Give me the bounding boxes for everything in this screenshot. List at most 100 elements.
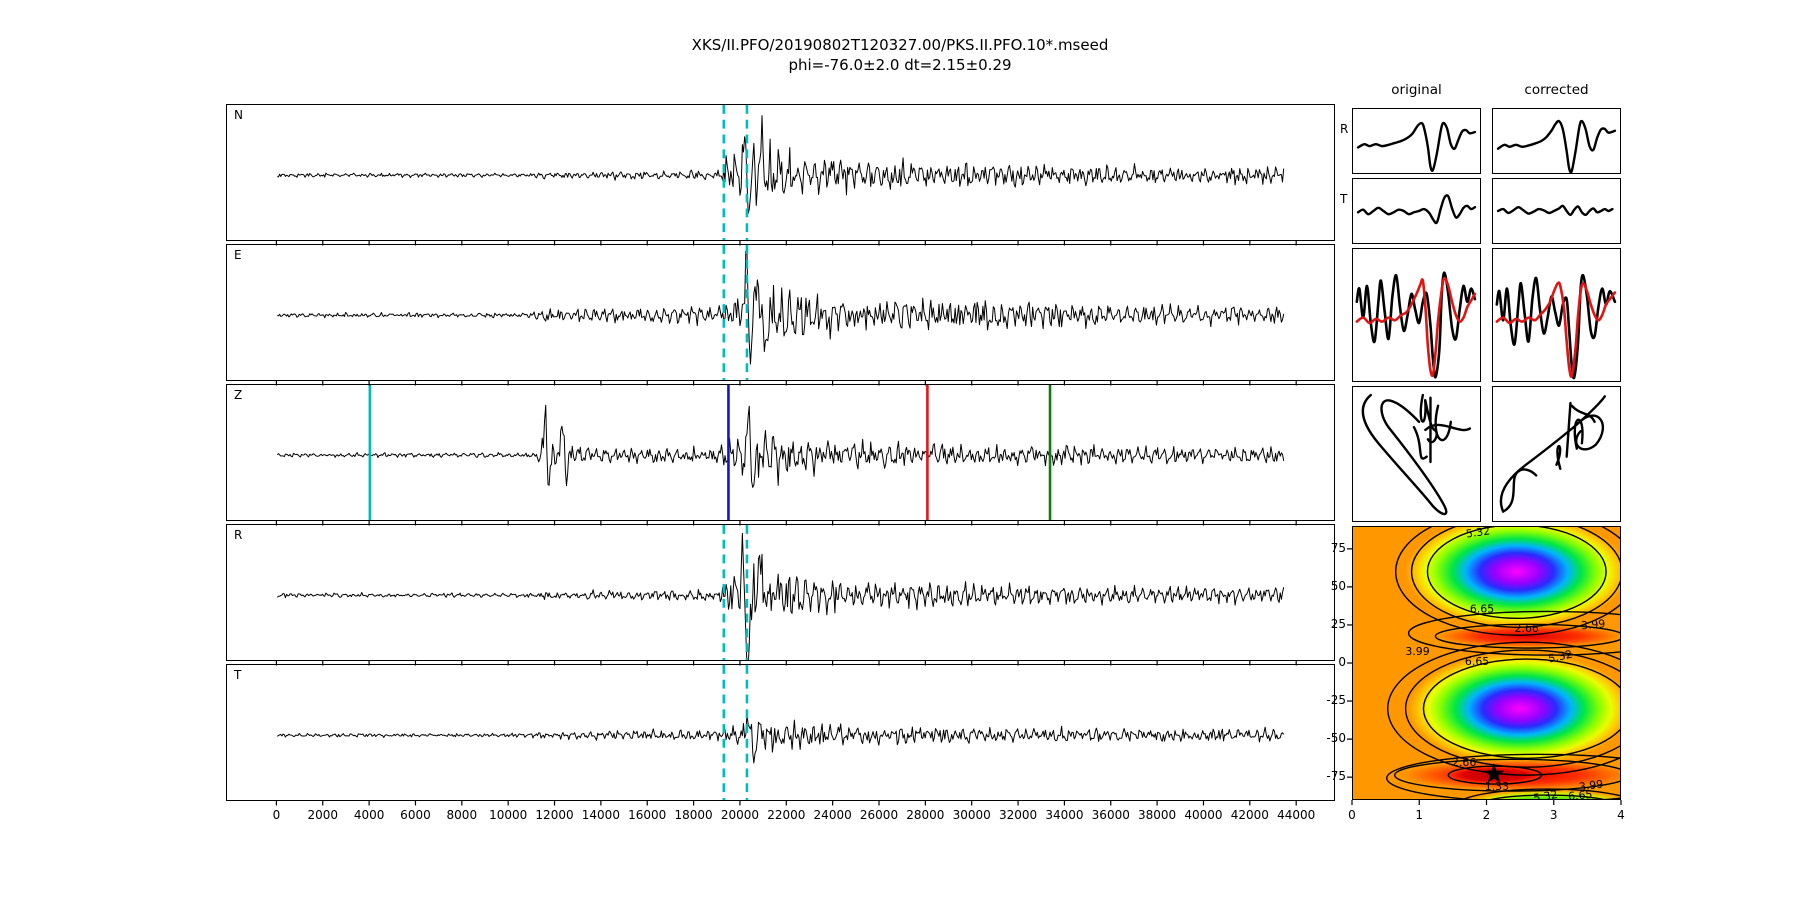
contour-line — [1386, 753, 1620, 799]
waveform-path — [1358, 123, 1475, 171]
x-tick-label: 26000 — [859, 808, 899, 822]
x-tick-label: 16000 — [628, 808, 667, 822]
x-tick-label: 1 — [1415, 808, 1424, 822]
seismogram-z — [276, 385, 1285, 520]
x-tick-label: 36000 — [1091, 808, 1130, 822]
y-tick-label: 75 — [1330, 540, 1346, 555]
contour-label: 5.32 — [1547, 648, 1573, 666]
x-tick-label: 8000 — [446, 808, 478, 822]
contour-line — [1462, 788, 1620, 799]
x-tick-label: 20000 — [720, 808, 760, 822]
waveform-panel-z: Z — [226, 384, 1335, 521]
seismogram-trace — [277, 713, 1285, 764]
contour-line — [1394, 758, 1620, 792]
panel-label-n: N — [234, 108, 243, 122]
x-tick-label: 2000 — [307, 808, 339, 822]
x-tick-label: 14000 — [581, 808, 620, 822]
contour-label: 3.99 — [1578, 777, 1604, 793]
x-tick-label: 38000 — [1138, 808, 1177, 822]
t-corrected-trace — [1493, 179, 1620, 243]
x-tick-label: 12000 — [535, 808, 574, 822]
x-tick-label: 34000 — [1045, 808, 1084, 822]
waveform-path — [1358, 195, 1475, 223]
y-tick-label: -25 — [1326, 693, 1346, 708]
contour-label: 1.33 — [1485, 780, 1509, 793]
x-tick-label: 28000 — [906, 808, 945, 822]
energy-maximum-blob — [1405, 527, 1620, 629]
contour-label: 2.66 — [1452, 756, 1476, 769]
waveform-path — [1357, 273, 1475, 377]
t-original-panel — [1352, 178, 1481, 244]
x-tick-label: 10000 — [489, 808, 528, 822]
seismogram-trace — [276, 404, 1285, 488]
waveform-path — [1497, 275, 1615, 378]
x-tick-label: 18000 — [674, 808, 713, 822]
column-header-original: original — [1391, 82, 1442, 98]
x-tick-label: 40000 — [1184, 808, 1223, 822]
contour-label: 5.32 — [1532, 788, 1558, 799]
particle-motion-original-panel — [1352, 386, 1481, 522]
particle-motion-corrected — [1493, 387, 1620, 521]
x-tick-label: 3 — [1549, 808, 1558, 822]
x-tick-label: 2 — [1482, 808, 1491, 822]
x-tick-label: 0 — [1348, 808, 1356, 822]
waveform-path — [1498, 206, 1612, 215]
r-corrected-panel — [1492, 108, 1621, 174]
x-tick-label: 32000 — [998, 808, 1038, 822]
y-tick-label: 0 — [1338, 655, 1346, 669]
waveform-panel-r: R — [226, 524, 1335, 661]
contour-line — [1426, 527, 1607, 620]
contour-label: 3.99 — [1405, 645, 1429, 658]
x-tick-label: 30000 — [952, 808, 991, 822]
waveform-path — [1357, 278, 1475, 376]
seismogram-t — [277, 665, 1285, 800]
seismogram-e — [277, 245, 1285, 380]
x-tick-label: 44000 — [1277, 808, 1316, 822]
energy-map-panel: 5.32 6.65 2.66 3.99 3.99 6.65 5.32 2.66 1.33 3.99… — [1352, 526, 1621, 800]
row-label-r: R — [1340, 122, 1349, 136]
row-label-t: T — [1340, 192, 1348, 206]
particle-motion-original — [1353, 387, 1480, 521]
contour-label: 6.65 — [1465, 655, 1489, 668]
energy-map-content: 5.326.652.66 3.993.996.65 5.322.661.33 3.99… — [1353, 527, 1620, 799]
waveform-panel-n: N — [226, 104, 1335, 241]
contour-label: 6.65 — [1568, 788, 1593, 799]
particle-motion-corrected-panel — [1492, 386, 1621, 522]
r-corrected-trace — [1493, 109, 1620, 173]
x-tick-label: 4 — [1617, 808, 1625, 822]
contour-line — [1387, 641, 1620, 776]
x-tick-label: 22000 — [767, 808, 806, 822]
waveform-panel-e: E — [226, 244, 1335, 381]
particle-motion-path — [1501, 396, 1605, 511]
y-tick-label: -75 — [1326, 769, 1346, 784]
contour-line — [1434, 623, 1620, 649]
fast-slow-corrected-traces — [1493, 249, 1620, 381]
contour-label: 5.32 — [1465, 527, 1491, 541]
best-solution-star — [1483, 763, 1505, 784]
y-tick-label: 50 — [1330, 578, 1346, 593]
waveform-path — [1497, 283, 1615, 377]
figure-subtitle: phi=-76.0±2.0 dt=2.15±0.29 — [788, 56, 1012, 74]
contour-line — [1422, 658, 1620, 759]
x-tick-label: 24000 — [813, 808, 852, 822]
contour-line — [1490, 794, 1605, 799]
contour-line — [1410, 527, 1620, 628]
energy-maximum-blob — [1408, 652, 1620, 766]
energy-minimum-blob — [1438, 625, 1620, 648]
panel-label-z: Z — [234, 388, 243, 402]
contour-label: 3.99 — [1580, 617, 1605, 632]
particle-motion-path — [1363, 395, 1470, 514]
panel-label-t: T — [234, 668, 242, 682]
contour-label: 2.66 — [1515, 622, 1539, 635]
y-tick-label: 25 — [1330, 616, 1346, 631]
contour-line — [1404, 649, 1620, 768]
fast-slow-corrected-panel — [1492, 248, 1621, 382]
fast-slow-original-panel — [1352, 248, 1481, 382]
seismogram-trace — [276, 532, 1285, 660]
r-original-panel — [1352, 108, 1481, 174]
waveform-path — [1498, 121, 1615, 172]
t-original-trace — [1353, 179, 1480, 243]
energy-map-y-tick-labels: 75 50 25 0 -25 -50 -75 — [1300, 526, 1346, 800]
waveform-panel-t: T — [226, 664, 1335, 801]
